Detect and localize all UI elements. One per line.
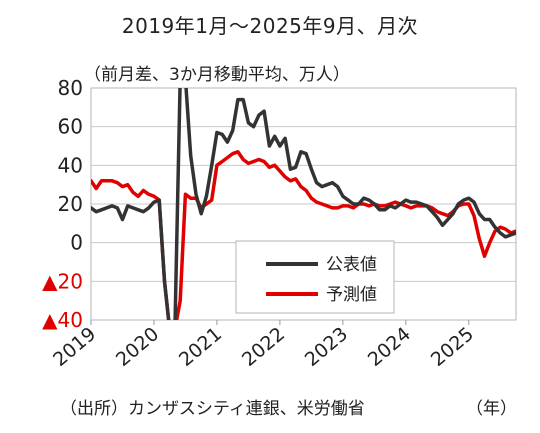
chart-subtitle: （前月差、3か月移動平均、万人） — [84, 65, 350, 85]
source-note: （出所）カンザスシティ連銀、米労働省 — [60, 399, 365, 419]
series-lines — [91, 88, 516, 320]
legend-box — [235, 240, 395, 314]
legend-label-published: 公表値 — [326, 255, 377, 275]
x-tick-label: 2021 — [175, 323, 226, 371]
legend: 公表値 予測値 — [235, 240, 395, 314]
y-axis-tick-labels: 80 60 40 20 0 ▲20 ▲40 — [42, 76, 83, 332]
legend-label-forecast: 予測値 — [326, 285, 377, 305]
x-tick-label: 2020 — [112, 323, 163, 371]
y-tick-label: ▲20 — [42, 269, 83, 293]
y-tick-label: ▲40 — [42, 308, 83, 332]
series-line-published — [91, 88, 516, 320]
y-tick-label: 40 — [58, 153, 83, 177]
y-tick-label: 80 — [58, 76, 83, 100]
x-tick-label: 2024 — [364, 323, 415, 371]
x-tick-label: 2025 — [427, 323, 478, 371]
x-tick-label: 2023 — [301, 323, 352, 371]
x-axis-tick-labels: 2019 2020 2021 2022 2023 2024 2025 — [49, 320, 478, 371]
chart-title: 2019年1月〜2025年9月、月次 — [121, 14, 419, 38]
x-axis-unit-label: （年） — [466, 399, 517, 419]
y-tick-label: 60 — [58, 115, 83, 139]
y-tick-label: 20 — [58, 192, 83, 216]
x-tick-label: 2022 — [238, 323, 289, 371]
y-tick-label: 0 — [70, 231, 83, 255]
plot-area-frame — [90, 87, 517, 321]
